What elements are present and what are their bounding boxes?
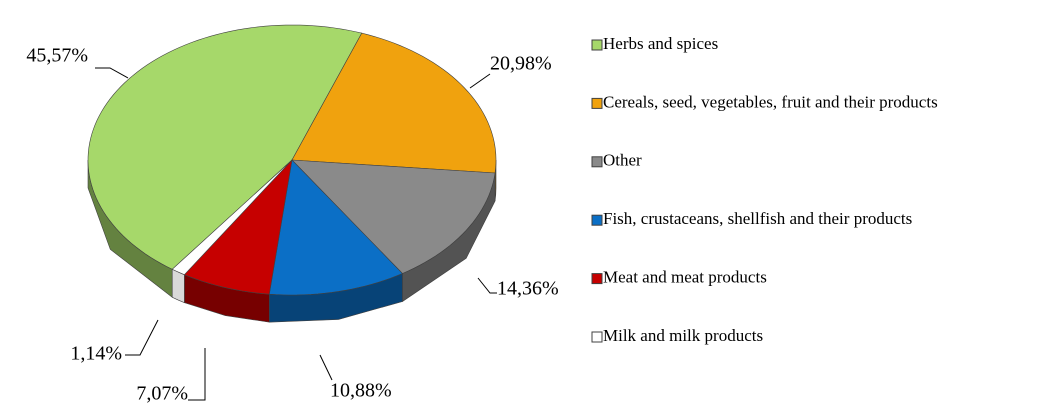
leader-line — [477, 277, 497, 294]
data-label: 45,57% — [26, 45, 88, 67]
leader-line — [188, 348, 206, 401]
legend-label: Fish, crustaceans, shellfish and their p… — [603, 209, 912, 228]
slice-side — [171, 268, 185, 304]
legend-swatch — [591, 156, 603, 168]
leader-line — [319, 354, 333, 381]
legend-swatch — [591, 331, 603, 343]
legend-swatch — [591, 39, 603, 51]
leader-line — [469, 73, 491, 89]
data-label: 20,98% — [490, 53, 552, 75]
legend-swatch — [591, 97, 603, 109]
legend-label: Herbs and spices — [603, 34, 718, 53]
legend-label: Milk and milk products — [603, 326, 763, 345]
data-label: 14,36% — [497, 278, 559, 300]
legend-label: Meat and meat products — [603, 268, 767, 287]
data-label: 10,88% — [330, 380, 392, 402]
legend-swatch — [591, 273, 603, 285]
legend-swatch — [591, 214, 603, 226]
legend-label: Other — [603, 151, 642, 170]
data-label: 7,07% — [136, 383, 188, 405]
legend-label: Cereals, seed, vegetables, fruit and the… — [603, 92, 938, 111]
leader-line — [95, 67, 129, 79]
slice — [268, 159, 403, 296]
leader-line — [125, 319, 159, 356]
slice — [291, 159, 496, 274]
slice — [171, 159, 293, 276]
slice — [183, 159, 293, 295]
slice — [291, 32, 497, 174]
slice — [87, 24, 363, 270]
data-label: 1,14% — [70, 343, 122, 365]
